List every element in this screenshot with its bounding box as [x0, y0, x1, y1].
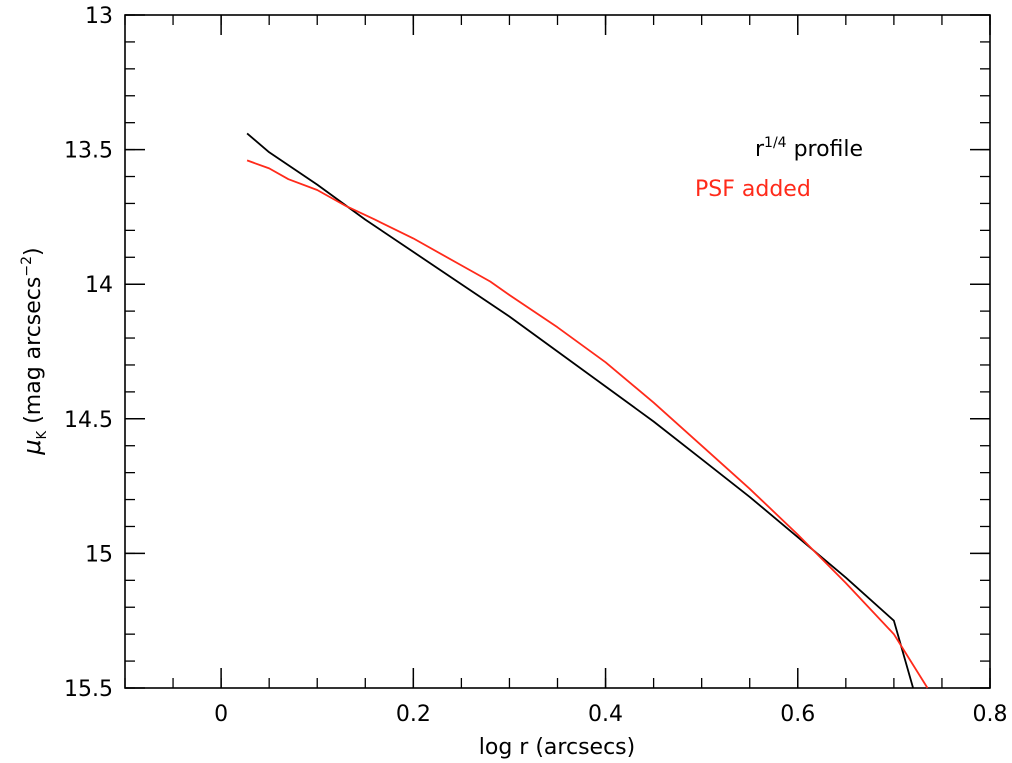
x-tick-label: 0.6 [780, 702, 815, 727]
y-tick-label: 15.5 [64, 677, 113, 702]
x-axis-title: log r (arcsecs) [479, 735, 635, 760]
axis-ticks [124, 14, 991, 689]
legend-label-r14-profile: r1/4 profile [755, 135, 863, 162]
legend-label-psf-added: PSF added [695, 177, 811, 202]
legend-r14-superscript: 1/4 [764, 135, 787, 151]
y-axis-title: μK (mag arcsecs−2) [18, 247, 50, 455]
legend-r14-base: r [755, 137, 765, 162]
x-tick-label: 0.4 [588, 702, 623, 727]
y-tick-label: 14.5 [64, 408, 113, 433]
y-axis-mu: μ [18, 439, 46, 455]
series-layer [246, 132, 929, 689]
y-axis-superscript: −2 [19, 256, 35, 277]
y-tick-label: 13.5 [64, 139, 113, 164]
y-tick-label: 15 [85, 542, 113, 567]
series-line-r-1-4-profile [246, 132, 914, 689]
x-tick-label: 0.2 [396, 702, 431, 727]
x-tick-label: 0.8 [973, 702, 1008, 727]
tick-labels: 0 0.2 0.4 0.6 0.8 13 13.5 14 14.5 15 15.5 [64, 4, 1007, 727]
y-tick-label: 13 [85, 4, 113, 29]
series-line-psf-added [246, 159, 929, 689]
y-axis-subscript: K [35, 430, 50, 439]
y-axis-text: (mag arcsecs [21, 277, 46, 431]
y-tick-label: 14 [85, 273, 113, 298]
legend-r14-rest: profile [787, 137, 863, 162]
x-tick-label: 0 [214, 702, 228, 727]
y-axis-close: ) [21, 247, 46, 256]
